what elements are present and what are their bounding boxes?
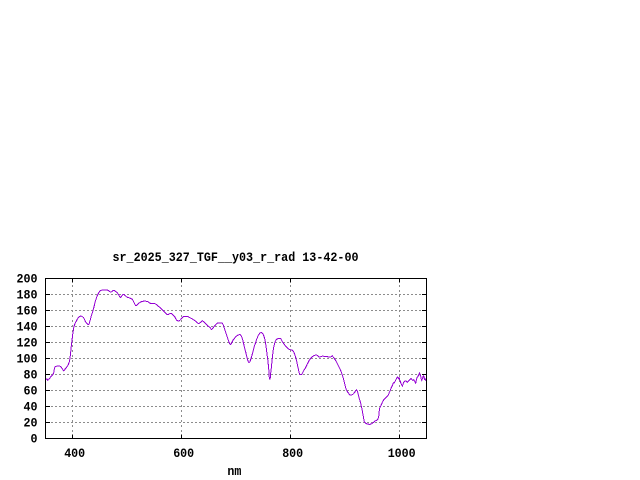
svg-text:400: 400 [64,447,85,461]
svg-text:1000: 1000 [388,447,416,461]
svg-text:nm: nm [227,465,241,479]
svg-text:0: 0 [31,433,38,447]
svg-text:200: 200 [17,273,38,287]
svg-text:600: 600 [173,447,194,461]
svg-text:800: 800 [282,447,303,461]
svg-text:60: 60 [24,385,38,399]
svg-text:140: 140 [17,321,38,335]
svg-text:20: 20 [24,417,38,431]
svg-text:160: 160 [17,305,38,319]
svg-text:180: 180 [17,289,38,303]
svg-text:sr_2025_327_TGF__y03_r_rad 13-: sr_2025_327_TGF__y03_r_rad 13-42-00 [113,251,359,265]
svg-text:40: 40 [24,401,38,415]
svg-text:100: 100 [17,353,38,367]
svg-text:80: 80 [24,369,38,383]
svg-text:120: 120 [17,337,38,351]
